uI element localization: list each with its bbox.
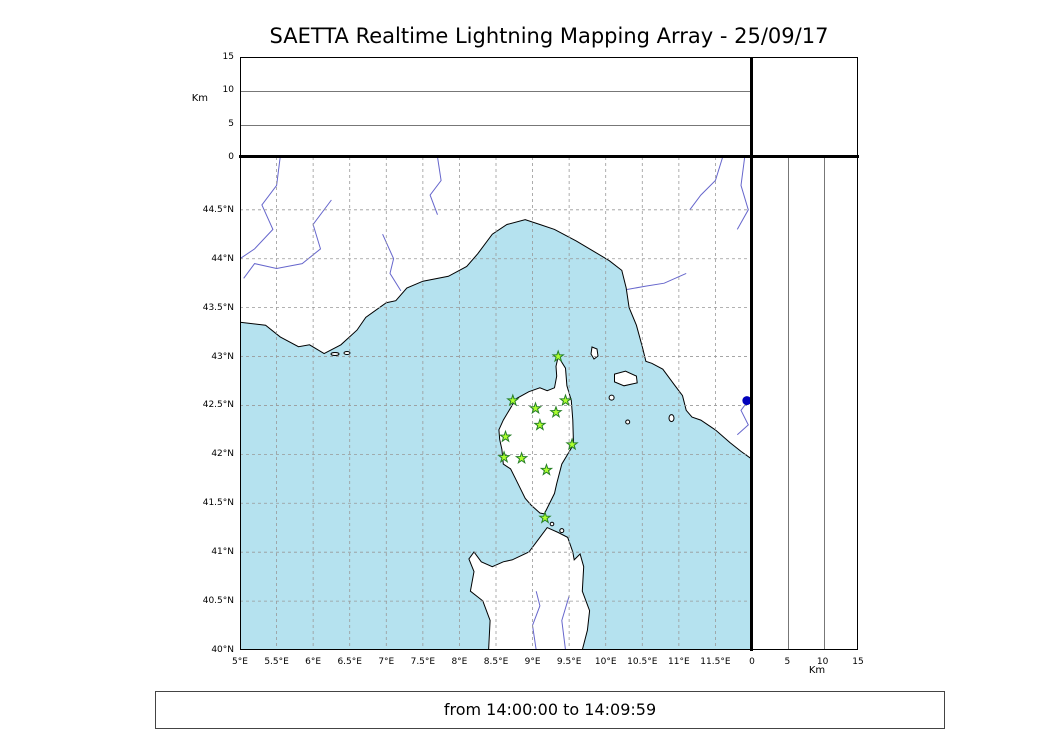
lon-tick-label: 10°E — [594, 657, 617, 667]
river-line — [736, 157, 749, 230]
lat-tick-label: 40.5°N — [202, 596, 234, 607]
coastline-sardinia — [468, 526, 591, 650]
lon-tick-label: 9.5°E — [556, 657, 582, 667]
island-pianosa — [608, 394, 615, 401]
right-panel-km-label: Km — [808, 665, 826, 676]
island-porquerolles — [330, 352, 340, 356]
alt-km-tick-label: 0 — [749, 657, 755, 667]
station-marker — [514, 451, 529, 464]
panel-divider-vertical — [750, 57, 753, 651]
lon-tick-label: 5.5°E — [264, 657, 289, 667]
river-line — [429, 157, 442, 215]
station-marker — [506, 393, 520, 407]
lat-tick-label: 41°N — [211, 547, 234, 558]
alt-tick-label: 15 — [222, 52, 234, 62]
alt-tick-label: 10 — [222, 85, 234, 96]
altitude-gridline-10km — [241, 91, 751, 93]
alt-tick-label: 0 — [228, 152, 234, 162]
lat-tick-label: 40°N — [211, 645, 234, 655]
map-gridlines — [240, 157, 752, 650]
altitude-gridline-5km — [788, 158, 790, 649]
station-marker — [533, 417, 547, 431]
lon-tick-label: 6.5°E — [337, 657, 362, 667]
source-markers — [742, 396, 752, 406]
river-line — [240, 157, 281, 260]
island-giglio — [668, 414, 675, 423]
lon-tick-label: 8°E — [451, 657, 468, 667]
time-window-bar: from 14:00:00 to 14:09:59 — [155, 691, 945, 729]
island-capraia — [590, 346, 599, 360]
alt-km-tick-label: 10 — [816, 657, 829, 667]
lon-tick-label: 9°E — [524, 657, 541, 667]
alt-tick-label: 5 — [228, 118, 234, 129]
lon-tick-label: 7°E — [378, 657, 395, 667]
station-markers — [497, 349, 579, 524]
altitude-gridline-10km — [823, 158, 825, 649]
station-marker — [528, 401, 543, 415]
island-maddalena-2 — [549, 521, 555, 527]
panel-divider-horizontal — [239, 155, 859, 158]
coastline-corsica — [498, 355, 575, 515]
river-line — [626, 272, 687, 290]
station-marker — [549, 405, 563, 418]
lat-tick-label: 42.5°N — [202, 400, 234, 411]
altitude-latitude-panel — [752, 157, 858, 650]
lat-tick-label: 42°N — [211, 449, 234, 460]
lat-tick-label: 44.5°N — [202, 204, 234, 215]
station-marker — [551, 349, 565, 363]
station-marker — [538, 510, 552, 524]
altitude-gridline-5km — [241, 124, 751, 126]
station-marker — [558, 393, 573, 407]
lat-tick-label: 43.5°N — [202, 302, 234, 313]
lon-tick-label: 10.5°E — [627, 657, 658, 667]
station-marker — [565, 437, 579, 451]
figure-title: SAETTA Realtime Lightning Mapping Array … — [269, 24, 829, 48]
lat-tick-label: 43°N — [211, 351, 234, 362]
lat-tick-label: 41.5°N — [202, 498, 234, 509]
corner-panel — [752, 57, 858, 157]
island-maddalena — [559, 528, 565, 534]
alt-km-tick-label: 15 — [852, 657, 864, 667]
lon-tick-label: 7.5°E — [410, 657, 436, 667]
lon-tick-label: 11.5°E — [700, 657, 731, 667]
lon-tick-label: 8.5°E — [483, 657, 509, 667]
station-marker — [498, 429, 513, 443]
altitude-longitude-panel — [240, 57, 752, 157]
river-line — [382, 233, 402, 292]
island-montecristo — [625, 419, 631, 425]
island-port-cros — [343, 351, 351, 355]
lat-tick-label: 44°N — [211, 253, 234, 264]
coastline-mainland — [240, 157, 752, 460]
station-marker — [539, 462, 554, 476]
river-line — [531, 591, 541, 650]
map-panel — [240, 157, 752, 650]
river-line — [689, 157, 724, 211]
station-marker — [497, 450, 511, 463]
lon-tick-label: 5°E — [232, 657, 248, 667]
time-window-text: from 14:00:00 to 14:09:59 — [443, 700, 657, 719]
river-line — [561, 595, 570, 650]
alt-km-tick-label: 5 — [784, 657, 791, 667]
island-elba — [614, 370, 638, 387]
lon-tick-label: 11°E — [668, 657, 690, 667]
lon-tick-label: 6°E — [305, 657, 322, 667]
lightning-source-dot — [742, 396, 752, 406]
top-panel-km-label: Km — [191, 93, 208, 104]
